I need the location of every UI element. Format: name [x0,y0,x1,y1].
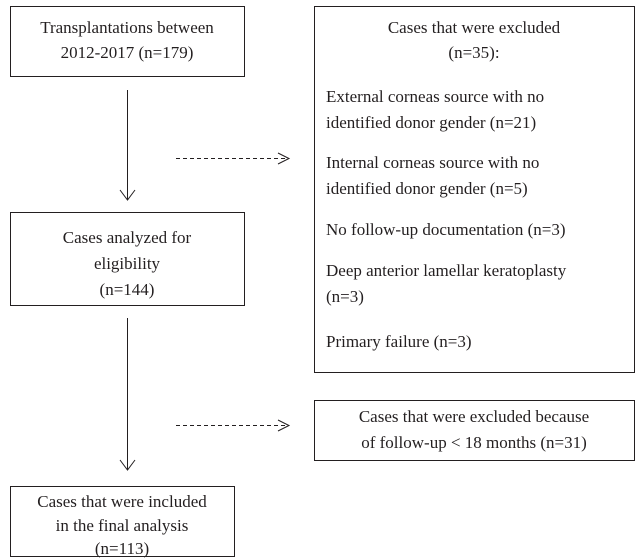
box-text: 2012-2017 (n=179) [61,43,194,62]
box-text: eligibility [94,254,161,273]
item-text: Primary failure (n=3) [326,332,472,351]
item-text: (n=3) [326,287,364,306]
box-text: in the final analysis [56,516,189,535]
box-included [10,486,235,557]
box-text: Cases that were included [37,492,207,511]
box-excluded [314,6,635,373]
arrow-head [277,419,291,432]
box-title: Cases that were excluded [388,18,561,37]
box-text: Cases analyzed for [63,228,192,247]
arrow [119,90,136,201]
box-title: (n=35): [448,43,499,62]
box-start [10,6,245,77]
box-text: Transplantations between [40,18,214,37]
box-excluded-followup [314,400,635,461]
box-text: (n=113) [95,539,149,558]
arrow [119,318,136,471]
arrow-head [277,152,291,165]
item-text: Deep anterior lamellar keratoplasty [326,261,567,280]
item-text: identified donor gender (n=5) [326,179,528,198]
box-analyzed [10,212,245,306]
item-text: identified donor gender (n=21) [326,113,536,132]
item-text: Internal corneas source with no [326,153,539,172]
box-text: Cases that were excluded because [359,407,589,426]
box-text: (n=144) [100,280,155,299]
box-text: of follow-up < 18 months (n=31) [361,433,587,452]
item-text: No follow-up documentation (n=3) [326,220,566,239]
item-text: External corneas source with no [326,87,544,106]
